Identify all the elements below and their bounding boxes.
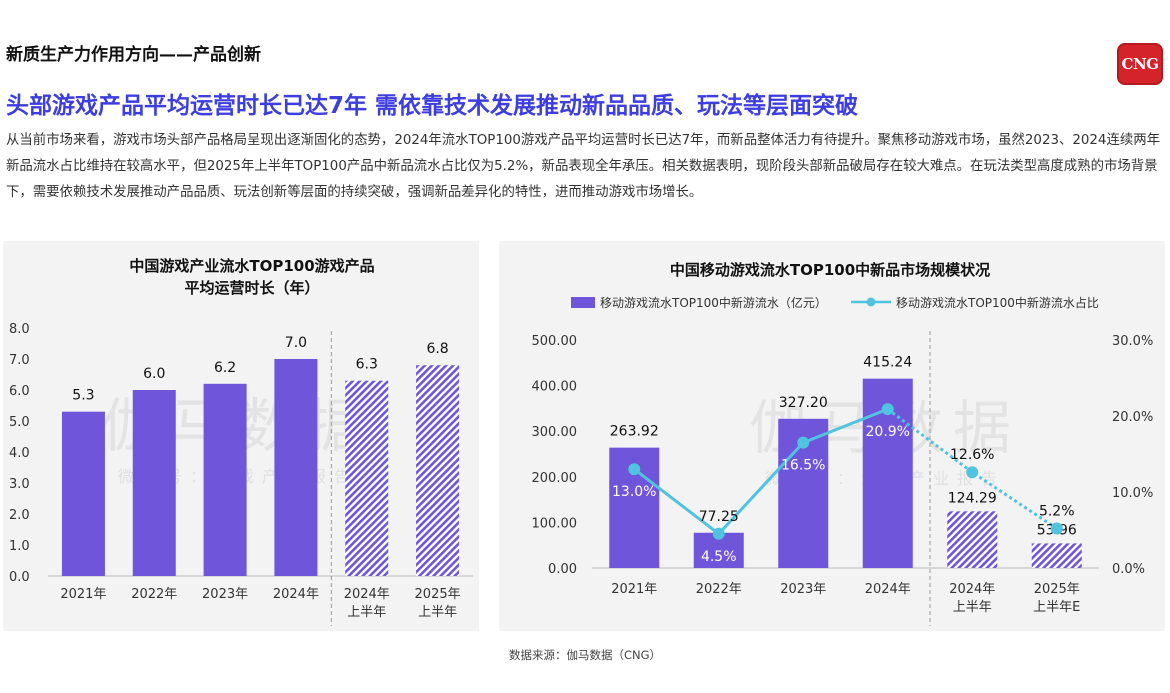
y-tick-label: 2.0: [9, 508, 30, 523]
x-tick-label: 2023年: [202, 587, 248, 602]
y-left-tick-label: 500.00: [532, 334, 578, 349]
chart-title: 中国移动游戏流水TOP100中新品市场规模状况: [670, 261, 990, 279]
data-source-note: 数据来源：伽马数据（CNG）: [508, 648, 662, 662]
y-tick-label: 6.0: [9, 384, 30, 399]
y-tick-label: 3.0: [9, 477, 30, 492]
share-value-label: 12.6%: [950, 447, 994, 463]
legend-bar-swatch: [571, 297, 595, 308]
chart-title-line: 中国游戏产业流水TOP100游戏产品: [129, 257, 374, 275]
intro-paragraph: 从当前市场来看，游戏市场头部产品格局呈现出逐渐固化的态势，2024年流水TOP1…: [6, 133, 1161, 200]
chart-panel-avg-operation-years: 中国游戏产业流水TOP100游戏产品平均运营时长（年）伽马数据微信号：游戏产业报…: [3, 241, 479, 631]
bar-value-label: 6.8: [426, 341, 448, 357]
y-tick-label: 7.0: [9, 353, 30, 368]
bar-value-label: 6.2: [214, 360, 236, 376]
y-tick-label: 8.0: [9, 322, 30, 337]
x-tick-label: 2025年: [415, 587, 461, 602]
bar: [947, 511, 998, 568]
bar-value-label: 77.25: [699, 509, 739, 525]
x-tick-label: 上半年E: [1033, 600, 1080, 615]
share-value-label: 20.9%: [866, 424, 910, 440]
page-headline: 头部游戏产品平均运营时长已达7年 需依靠技术发展推动新品品质、玩法等层面突破: [6, 93, 859, 119]
x-tick-label: 2021年: [60, 587, 106, 602]
x-tick-label: 2022年: [696, 582, 742, 597]
bar-value-label: 5.3: [72, 388, 94, 404]
share-value-label: 13.0%: [612, 484, 656, 500]
bar-value-label: 6.0: [143, 366, 165, 382]
legend-line-label: 移动游戏流水TOP100中新游流水占比: [896, 295, 1099, 310]
y-tick-label: 5.0: [9, 415, 30, 430]
share-value-label: 4.5%: [701, 549, 737, 565]
x-tick-label: 2022年: [131, 587, 177, 602]
bar: [203, 383, 247, 576]
y-tick-label: 0.0: [9, 570, 30, 585]
bar: [61, 411, 105, 576]
chart-title-line: 平均运营时长（年）: [184, 279, 319, 297]
chart-panel-new-game-revenue: 中国移动游戏流水TOP100中新品市场规模状况移动游戏流水TOP100中新游流水…: [499, 241, 1165, 631]
share-point: [966, 466, 979, 479]
cng-logo: CNG: [1117, 43, 1163, 85]
share-point: [881, 403, 894, 416]
x-tick-label: 2025年: [1034, 582, 1080, 597]
x-tick-label: 上半年: [953, 600, 992, 615]
y-tick-label: 4.0: [9, 446, 30, 461]
y-tick-label: 1.0: [9, 539, 30, 554]
bar-value-label: 7.0: [285, 335, 307, 351]
share-point: [1050, 522, 1063, 535]
x-tick-label: 2024年: [865, 582, 911, 597]
bar: [132, 390, 176, 576]
section-title: 新质生产力作用方向——产品创新: [6, 45, 261, 65]
bar-value-label: 6.3: [356, 357, 378, 373]
share-value-label: 5.2%: [1039, 503, 1075, 519]
bar: [1031, 543, 1082, 568]
legend-line-marker: [866, 297, 876, 307]
share-point: [628, 463, 641, 476]
y-left-tick-label: 400.00: [532, 380, 578, 395]
y-left-tick-label: 300.00: [532, 425, 578, 440]
y-left-tick-label: 200.00: [532, 471, 578, 486]
y-right-tick-label: 10.0%: [1112, 486, 1153, 501]
bar: [345, 380, 389, 576]
y-left-tick-label: 100.00: [532, 516, 578, 531]
y-left-tick-label: 0.00: [548, 562, 577, 577]
x-tick-label: 2024年: [273, 587, 319, 602]
bar: [274, 359, 318, 576]
y-right-tick-label: 30.0%: [1112, 334, 1153, 349]
bar: [416, 365, 460, 576]
share-point: [712, 527, 725, 540]
x-tick-label: 2024年: [949, 582, 995, 597]
chart-new-game-revenue: 中国移动游戏流水TOP100中新品市场规模状况移动游戏流水TOP100中新游流水…: [532, 261, 1153, 626]
x-tick-label: 上半年: [418, 605, 457, 620]
legend-bar-label: 移动游戏流水TOP100中新游流水（亿元）: [600, 295, 827, 310]
share-point: [797, 436, 810, 449]
y-right-tick-label: 0.0%: [1112, 562, 1145, 577]
bar-value-label: 415.24: [863, 355, 912, 371]
x-tick-label: 2024年: [344, 587, 390, 602]
bar-value-label: 263.92: [610, 424, 659, 440]
x-tick-label: 2023年: [780, 582, 826, 597]
bar-value-label: 327.20: [779, 395, 828, 411]
y-right-tick-label: 20.0%: [1112, 410, 1153, 425]
bar-value-label: 124.29: [948, 490, 997, 506]
share-line-solid: [633, 407, 889, 536]
x-tick-label: 2021年: [611, 582, 657, 597]
share-value-label: 16.5%: [781, 458, 825, 474]
chart-avg-operation-years: 中国游戏产业流水TOP100游戏产品平均运营时长（年）伽马数据微信号：游戏产业报…: [9, 257, 473, 626]
x-tick-label: 上半年: [347, 605, 386, 620]
